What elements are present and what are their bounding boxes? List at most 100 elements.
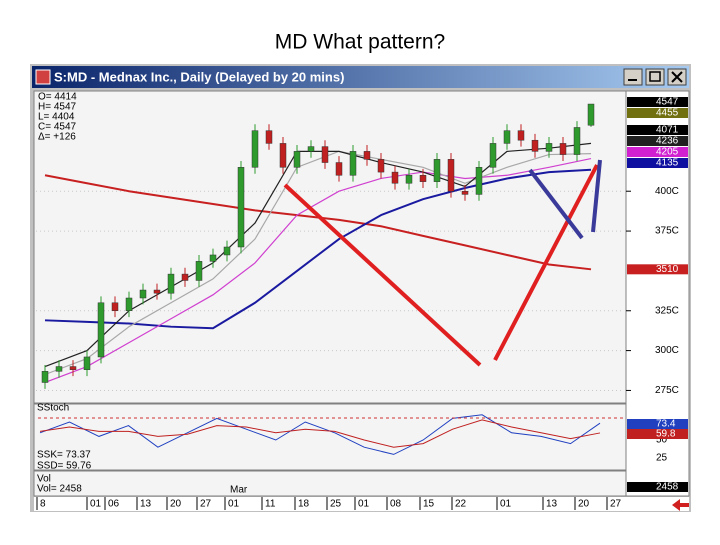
date-label: 06 bbox=[108, 499, 120, 510]
title-bar bbox=[32, 66, 689, 88]
stoch-label: 59.8 bbox=[656, 429, 676, 440]
date-label: 22 bbox=[455, 499, 467, 510]
price-label-bg bbox=[627, 108, 688, 118]
stoch-label: 73.4 bbox=[656, 419, 676, 430]
candle-body bbox=[517, 130, 525, 141]
date-label: 15 bbox=[423, 499, 435, 510]
date-label: 11 bbox=[265, 499, 276, 510]
candle-body bbox=[545, 143, 553, 152]
candle-body bbox=[405, 175, 413, 184]
volume-title: Vol bbox=[37, 474, 51, 485]
candle-body bbox=[111, 302, 119, 311]
candle-body bbox=[279, 143, 287, 168]
candle-body bbox=[125, 297, 133, 311]
volume-label-bg bbox=[627, 482, 688, 492]
date-label: 08 bbox=[390, 499, 402, 510]
info-text: L= 4404 bbox=[38, 112, 75, 123]
y-tick-label: 25 bbox=[656, 453, 668, 464]
moving-average bbox=[44, 142, 592, 368]
date-label: 01 bbox=[228, 499, 240, 510]
candle-body bbox=[209, 254, 217, 262]
stoch-label-bg bbox=[627, 429, 688, 439]
price-label-bg bbox=[627, 136, 688, 146]
candle-body bbox=[573, 127, 581, 155]
candle-body bbox=[97, 302, 105, 358]
candle-body bbox=[55, 366, 63, 372]
candle-body bbox=[69, 366, 77, 370]
date-label: 13 bbox=[140, 499, 152, 510]
candle-body bbox=[307, 146, 315, 152]
candle-body bbox=[503, 130, 511, 144]
info-text: C= 4547 bbox=[38, 122, 77, 133]
price-label-bg bbox=[627, 147, 688, 157]
candle-body bbox=[419, 175, 427, 182]
date-label: 01 bbox=[90, 499, 102, 510]
volume-pane bbox=[33, 470, 627, 497]
candle-body bbox=[153, 289, 161, 294]
red-arrow bbox=[493, 164, 599, 361]
price-label: 4135 bbox=[656, 158, 679, 169]
candle-body bbox=[531, 139, 539, 152]
candle-body bbox=[139, 289, 147, 299]
y-tick-label: 375C bbox=[655, 226, 679, 237]
candle-body bbox=[475, 167, 483, 195]
nav-arrow[interactable] bbox=[672, 499, 689, 511]
candle-body bbox=[223, 246, 231, 256]
app-icon bbox=[35, 69, 51, 85]
candle-body bbox=[559, 143, 567, 155]
candle-body bbox=[377, 159, 385, 173]
date-axis bbox=[34, 497, 689, 511]
y-tick-label: 275C bbox=[655, 385, 679, 396]
blue-arrow bbox=[528, 168, 584, 240]
minimize-button[interactable] bbox=[623, 68, 643, 86]
date-label: 8 bbox=[40, 499, 46, 510]
stoch-title: SStoch bbox=[37, 403, 69, 414]
volume-last: 2458 bbox=[656, 482, 679, 493]
icon bbox=[649, 71, 661, 82]
volume-label: Vol= 2458 bbox=[37, 484, 82, 495]
candle-body bbox=[349, 151, 357, 176]
date-label: 20 bbox=[578, 499, 590, 510]
date-label: 27 bbox=[610, 499, 622, 510]
candle-body bbox=[335, 162, 343, 176]
y-tick-label: 300C bbox=[655, 345, 679, 356]
candle-body bbox=[251, 130, 259, 168]
candle-body bbox=[321, 146, 329, 163]
slide-title: MD What pattern? bbox=[275, 31, 445, 54]
price-label: 4071 bbox=[656, 125, 679, 136]
ma-label-bg bbox=[627, 264, 688, 275]
candle-body bbox=[195, 261, 203, 281]
candle-body bbox=[587, 103, 595, 126]
red-arrow bbox=[283, 183, 482, 367]
candle-body bbox=[181, 273, 189, 281]
candle-body bbox=[237, 167, 245, 248]
date-label: 01 bbox=[358, 499, 370, 510]
candle-body bbox=[363, 151, 371, 160]
price-label-bg bbox=[627, 125, 688, 135]
icon bbox=[671, 71, 683, 83]
legend-entry: SSD= 59.76 bbox=[37, 461, 92, 472]
price-label: 4236 bbox=[656, 136, 679, 147]
annotation-arrows bbox=[283, 159, 602, 367]
candle-body bbox=[83, 356, 91, 370]
candle-body bbox=[167, 273, 175, 294]
stoch-pane bbox=[33, 403, 627, 471]
candle-body bbox=[41, 371, 49, 383]
window-title: S:MD - Mednax Inc., Daily (Delayed by 20… bbox=[54, 69, 344, 84]
date-label: 13 bbox=[546, 499, 558, 510]
blue-arrow bbox=[591, 159, 602, 233]
candle-body bbox=[265, 130, 273, 144]
moving-average bbox=[44, 168, 592, 330]
window-buttons bbox=[623, 68, 687, 86]
candle-body bbox=[293, 151, 301, 168]
stoch-line bbox=[39, 419, 601, 448]
price-label-bg bbox=[627, 97, 688, 107]
date-label: 27 bbox=[200, 499, 212, 510]
candle-body bbox=[489, 143, 497, 168]
y-tick-label: 325C bbox=[655, 305, 679, 316]
price-label-bg bbox=[627, 158, 688, 168]
info-text: Δ= +126 bbox=[38, 132, 76, 143]
ma-label: 3510 bbox=[656, 264, 679, 275]
y-tick-label: 50 bbox=[656, 435, 668, 446]
